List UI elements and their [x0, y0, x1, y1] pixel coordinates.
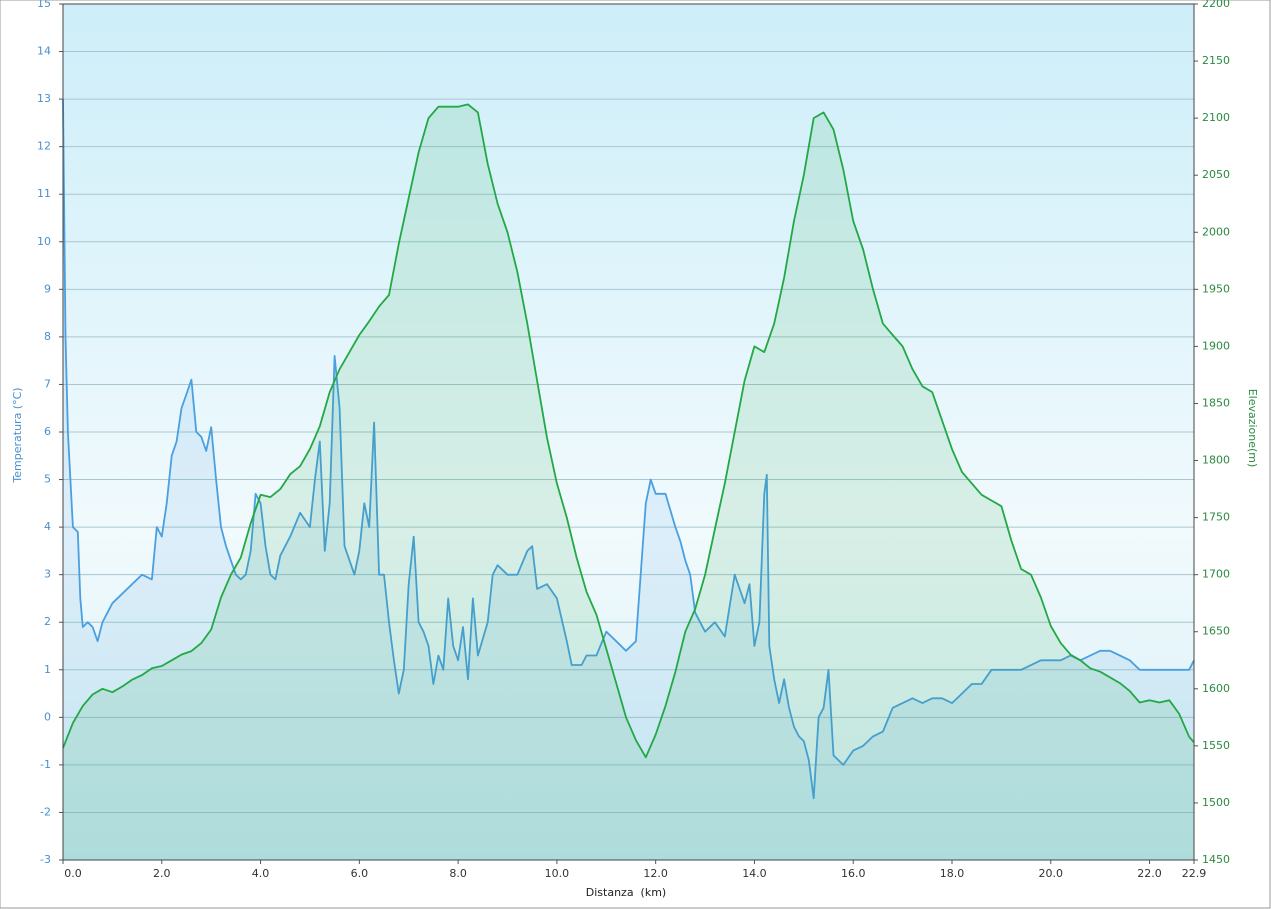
grid [63, 3, 1194, 861]
y2-tick-label: 2150 [1202, 54, 1230, 67]
y-tick-label: 8 [44, 330, 51, 343]
y2-tick-label: 1650 [1202, 625, 1230, 638]
y-tick-label: 12 [37, 140, 51, 153]
y2-tick-label: 2200 [1202, 0, 1230, 10]
marks [62, 99, 1195, 861]
y2-tick-label: 1750 [1202, 511, 1230, 524]
x-axis-label: Distanza (km) [586, 886, 666, 899]
line [62, 99, 1195, 800]
y-tick-label: 10 [37, 235, 51, 248]
y-tick-label: 4 [44, 520, 51, 533]
y2-tick-label: 1950 [1202, 282, 1230, 295]
x-tick-label: 6.0 [351, 867, 369, 880]
x-tick-label: 16.0 [841, 867, 866, 880]
y2-axis-label: Elevazione(m) [1246, 389, 1259, 468]
y2-tick-label: 1550 [1202, 739, 1230, 752]
y-tick-label: -2 [40, 805, 51, 818]
line [62, 103, 1195, 759]
y2-tick-label: 1500 [1202, 796, 1230, 809]
axes: -3-2-10123456789101112131415145015001550… [37, 0, 1230, 880]
y2-tick-label: 1900 [1202, 339, 1230, 352]
y-tick-label: 7 [44, 377, 51, 390]
y2-tick-label: 1600 [1202, 682, 1230, 695]
y-tick-label: 6 [44, 425, 51, 438]
y-tick-label: 11 [37, 187, 51, 200]
y-tick-label: 9 [44, 282, 51, 295]
x-tick-label: 12.0 [643, 867, 668, 880]
y-tick-label: 1 [44, 663, 51, 676]
y2-tick-label: 1850 [1202, 396, 1230, 409]
y2-tick-label: 1700 [1202, 568, 1230, 581]
x-tick-label: 4.0 [252, 867, 270, 880]
x-tick-label: 2.0 [153, 867, 171, 880]
y2-tick-label: 2000 [1202, 225, 1230, 238]
y-tick-label: 2 [44, 615, 51, 628]
y-tick-label: 0 [44, 710, 51, 723]
y-tick-label: 13 [37, 92, 51, 105]
y-tick-label: -1 [40, 758, 51, 771]
x-tick-label: 18.0 [940, 867, 965, 880]
y2-tick-label: 2100 [1202, 111, 1230, 124]
y2-tick-label: 2050 [1202, 168, 1230, 181]
x-tick-label: 22.9 [1182, 867, 1207, 880]
y-tick-label: 14 [37, 45, 51, 58]
x-tick-label: 10.0 [545, 867, 570, 880]
plot-border [62, 3, 1195, 861]
y-tick-label: 15 [37, 0, 51, 10]
x-tick-label: 8.0 [449, 867, 467, 880]
y-tick-label: 5 [44, 473, 51, 486]
y2-tick-label: 1800 [1202, 454, 1230, 467]
x-tick-label: 14.0 [742, 867, 767, 880]
x-tick-label: 0.0 [64, 867, 82, 880]
x-tick-label: 22.0 [1137, 867, 1162, 880]
x-tick-label: 20.0 [1039, 867, 1064, 880]
y-axis-label: Temperatura (°C) [11, 387, 24, 483]
area-fill [63, 104, 1194, 860]
y-tick-label: -3 [40, 853, 51, 866]
area-fill [63, 99, 1194, 861]
y-tick-label: 3 [44, 568, 51, 581]
y2-tick-label: 1450 [1202, 853, 1230, 866]
